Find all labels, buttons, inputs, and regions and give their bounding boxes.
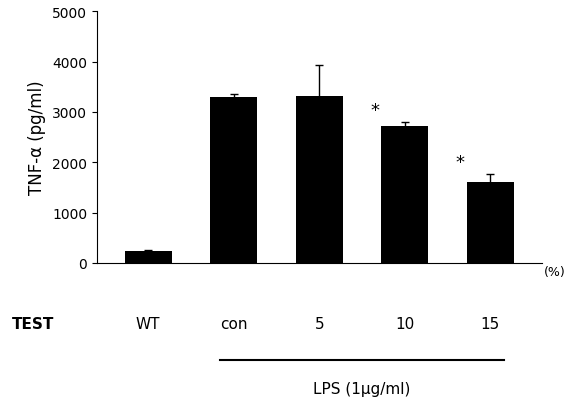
Bar [467,183,514,263]
Text: WT: WT [136,317,160,331]
Text: LPS (1μg/ml): LPS (1μg/ml) [314,382,410,396]
Text: *: * [456,154,465,172]
Text: 15: 15 [481,317,500,331]
Text: (%): (%) [544,266,565,279]
Y-axis label: TNF-α (pg/ml): TNF-α (pg/ml) [28,81,47,195]
Bar [125,252,172,263]
Text: 5: 5 [315,317,324,331]
Bar [296,96,343,263]
Bar [381,127,428,263]
Text: *: * [370,102,379,119]
Text: 10: 10 [395,317,414,331]
Text: con: con [220,317,247,331]
Bar [210,98,257,263]
Text: TEST: TEST [11,317,54,331]
